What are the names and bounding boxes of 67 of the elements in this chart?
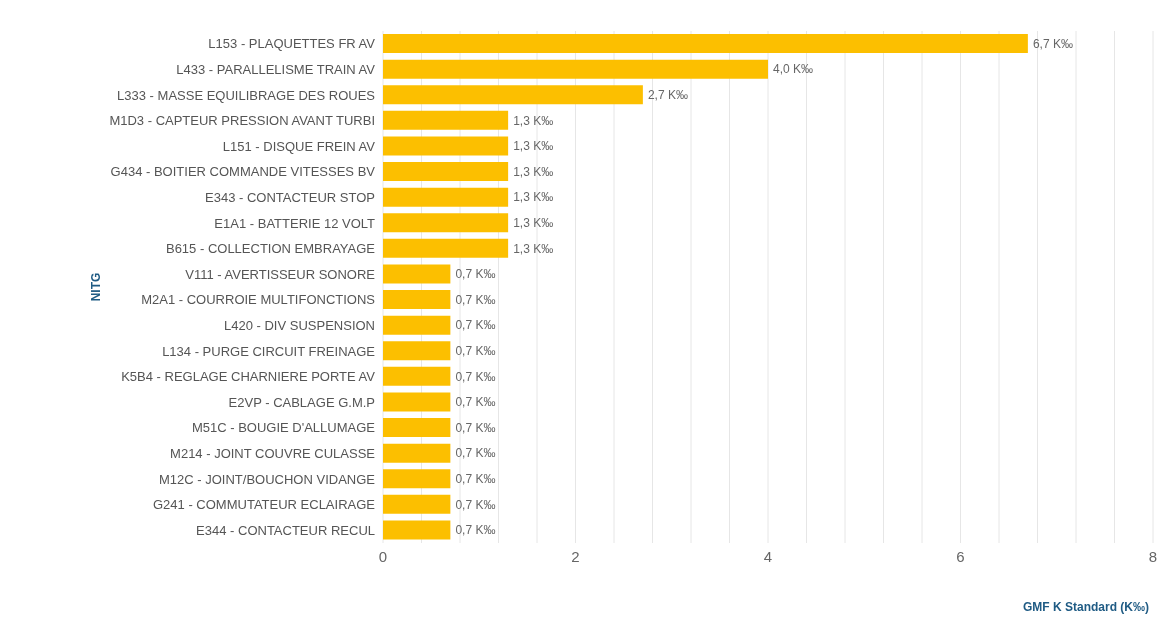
y-tick-label: L433 - PARALLELISME TRAIN AV	[176, 62, 376, 78]
x-axis-title: GMF K Standard (K‰)	[1023, 600, 1149, 614]
data-label: 0,7 K‰	[455, 420, 496, 435]
bar	[383, 418, 451, 438]
bar	[383, 443, 451, 463]
y-tick-label: M12C - JOINT/BOUCHON VIDANGE	[159, 471, 376, 487]
data-label: 0,7 K‰	[455, 318, 496, 333]
y-tick-label: L420 - DIV SUSPENSION	[224, 318, 375, 334]
y-tick-label: K5B4 - REGLAGE CHARNIERE PORTE AV	[121, 369, 376, 385]
y-tick-label: E344 - CONTACTEUR RECUL	[196, 522, 375, 538]
bar	[383, 187, 509, 207]
bar	[383, 469, 451, 489]
y-tick-label: L151 - DISQUE FREIN AV	[222, 138, 376, 154]
y-tick-label: M214 - JOINT COUVRE CULASSE	[170, 446, 376, 462]
bar	[383, 238, 509, 258]
bar	[383, 315, 451, 335]
data-label: 0,7 K‰	[455, 446, 496, 461]
data-label: 1,3 K‰	[513, 216, 554, 231]
bar	[383, 341, 451, 361]
bar	[383, 392, 451, 412]
data-label: 0,7 K‰	[455, 292, 496, 307]
data-label: 0,7 K‰	[455, 523, 496, 538]
y-tick-label: M51C - BOUGIE D'ALLUMAGE	[191, 420, 376, 436]
bar	[383, 136, 509, 156]
y-tick-label: G434 - BOITIER COMMANDE VITESSES BV	[110, 164, 376, 180]
data-label: 1,3 K‰	[513, 190, 554, 205]
y-tick-label: M2A1 - COURROIE MULTIFONCTIONS	[141, 292, 376, 308]
x-tick-label: 4	[763, 547, 773, 565]
y-tick-label: L134 - PURGE CIRCUIT FREINAGE	[162, 343, 376, 359]
y-tick-label: E1A1 - BATTERIE 12 VOLT	[214, 215, 376, 231]
x-tick-label: 8	[1148, 547, 1158, 565]
y-axis-title: NITG	[89, 272, 104, 302]
y-tick-label: L153 - PLAQUETTES FR AV	[208, 36, 376, 52]
data-label: 1,3 K‰	[513, 164, 554, 179]
bar	[383, 110, 509, 130]
y-tick-label: E343 - CONTACTEUR STOP	[205, 190, 375, 206]
y-tick-label: M1D3 - CAPTEUR PRESSION AVANT TURBI	[109, 113, 375, 129]
y-tick-label: B615 - COLLECTION EMBRAYAGE	[165, 241, 376, 257]
bar	[383, 494, 451, 514]
bar	[383, 213, 509, 233]
data-label: 1,3 K‰	[513, 113, 554, 128]
y-tick-label: L333 - MASSE EQUILIBRAGE DES ROUES	[117, 87, 376, 103]
x-tick-label: 0	[378, 547, 388, 565]
y-tick-label: G241 - COMMUTATEUR ECLAIRAGE	[153, 497, 376, 513]
data-label: 1,3 K‰	[513, 139, 554, 154]
data-label: 0,7 K‰	[455, 497, 496, 512]
data-label: 1,3 K‰	[513, 241, 554, 256]
data-label: 0,7 K‰	[455, 472, 496, 487]
data-label: 6,7 K‰	[1032, 36, 1073, 51]
y-tick-label: V111 - AVERTISSEUR SONORE	[185, 266, 376, 282]
data-label: 0,7 K‰	[455, 344, 496, 359]
y-tick-label: E2VP - CABLAGE G.M.P	[228, 394, 375, 410]
x-tick-label: 2	[571, 547, 580, 565]
bar	[383, 85, 643, 105]
bar	[383, 264, 451, 284]
x-tick-label: 6	[956, 547, 965, 565]
bar	[383, 520, 451, 540]
bar	[383, 34, 1028, 54]
data-label: 4,0 K‰	[773, 62, 814, 77]
data-label: 0,7 K‰	[455, 267, 496, 282]
data-label: 2,7 K‰	[647, 88, 688, 103]
bar	[383, 59, 768, 79]
data-label: 0,7 K‰	[455, 395, 496, 410]
bar	[383, 162, 509, 182]
data-label: 0,7 K‰	[455, 369, 496, 384]
bar	[383, 366, 451, 386]
bar	[383, 290, 451, 310]
